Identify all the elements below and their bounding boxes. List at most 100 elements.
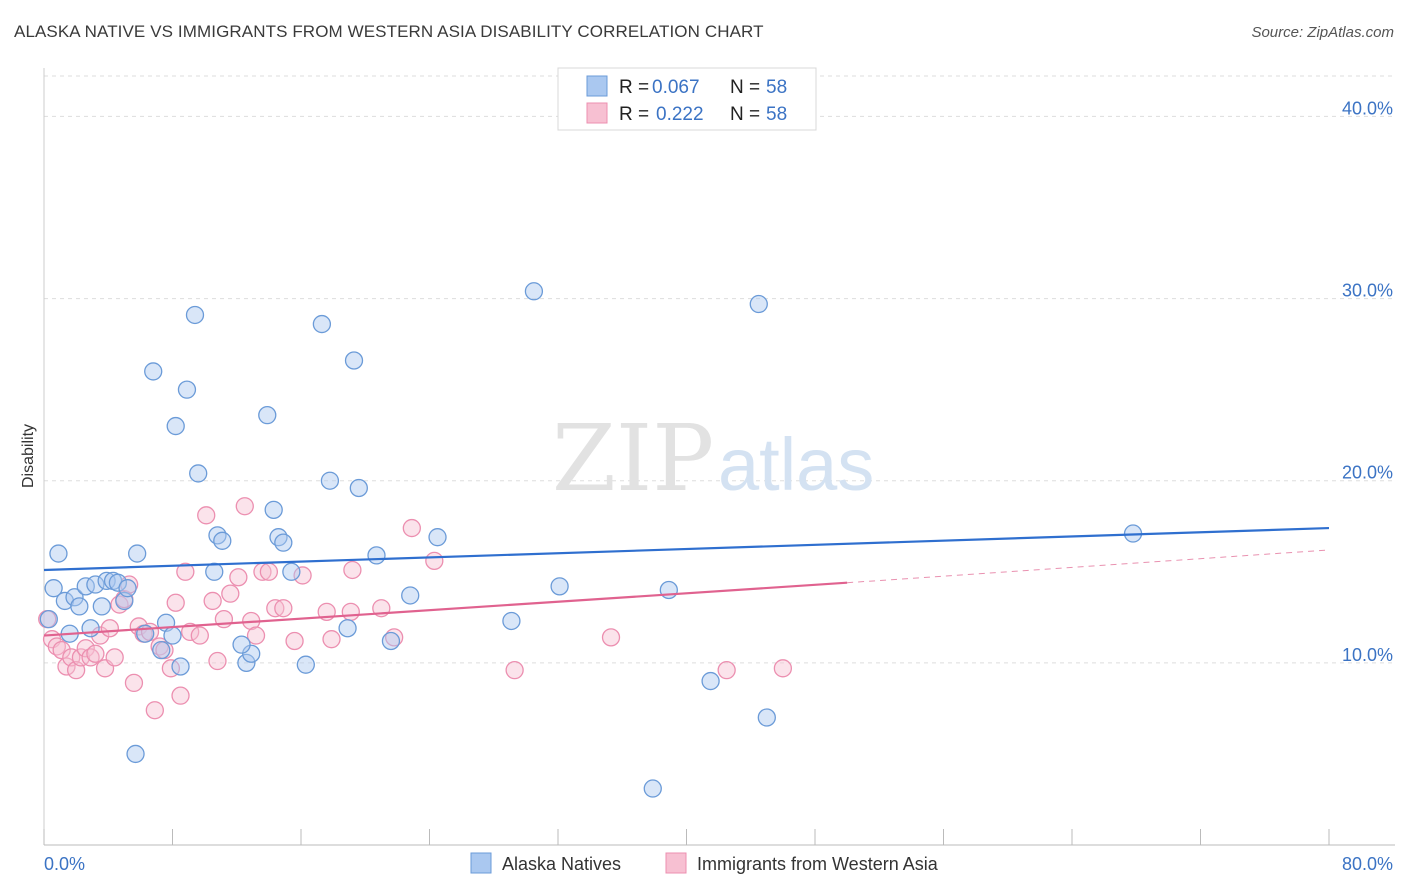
watermark-zip: ZIP: [552, 405, 714, 512]
trend-line-immigrants-extension: [847, 549, 1330, 584]
immigrants-point-56: [717, 660, 736, 680]
immigrants-point-52: [402, 518, 421, 538]
immigrants-point-29: [181, 622, 200, 642]
alaska-point-24: [166, 416, 185, 436]
alaska-point-47: [401, 586, 420, 605]
alaska-point-35: [264, 500, 283, 520]
alaska-point-26: [185, 305, 205, 325]
alaska-point-45: [367, 546, 386, 565]
alaska-point-55: [749, 294, 768, 314]
immigrants-point-39: [246, 626, 266, 645]
series-immigrants-western-asia-points: [38, 497, 793, 720]
immigrants-point-32: [203, 591, 222, 611]
immigrants-point-45: [293, 566, 312, 585]
immigrants-point-7: [71, 648, 91, 667]
immigrants-point-31: [197, 506, 216, 525]
bottom-legend-swatch-blue: [470, 852, 492, 874]
immigrants-point-48: [341, 602, 360, 622]
alaska-point-56: [757, 708, 776, 727]
immigrants-point-26: [166, 593, 185, 612]
immigrants-point-3: [52, 640, 71, 660]
y-tick-label-30: 30.0%: [1342, 281, 1393, 301]
alaska-point-44: [349, 478, 368, 498]
immigrants-point-8: [76, 639, 95, 658]
watermark: ZIP atlas: [552, 405, 874, 512]
immigrants-point-22: [145, 701, 164, 720]
immigrants-point-36: [229, 568, 248, 587]
legend-swatch-pink: [586, 102, 608, 124]
alaska-point-32: [242, 644, 261, 663]
immigrants-point-53: [425, 551, 444, 571]
alaska-point-30: [213, 531, 232, 550]
alaska-point-41: [320, 471, 340, 490]
immigrants-point-35: [221, 584, 240, 603]
alaska-point-16: [128, 544, 147, 563]
alaska-point-33: [232, 635, 251, 654]
series-alaska-natives-points: [39, 282, 1143, 798]
alaska-point-0: [39, 609, 58, 629]
alaska-point-38: [282, 562, 301, 581]
alaska-point-43: [344, 351, 364, 370]
alaska-point-27: [189, 464, 208, 483]
alaska-point-53: [659, 580, 678, 600]
trend-lines: [43, 526, 1330, 637]
immigrants-point-27: [171, 686, 190, 705]
immigrants-point-43: [274, 599, 293, 618]
alaska-point-11: [97, 571, 116, 591]
alaska-point-46: [381, 631, 401, 651]
alaska-point-19: [144, 362, 163, 381]
x-axis-ticks: [43, 829, 1330, 845]
y-axis-label: Disability: [20, 424, 37, 488]
alaska-point-40: [312, 314, 332, 334]
y-tick-label-40: 40.0%: [1342, 98, 1393, 118]
immigrants-point-28: [176, 562, 195, 581]
trend-line-immigrants: [43, 581, 848, 637]
alaska-point-42: [338, 619, 357, 638]
immigrants-point-14: [105, 648, 124, 667]
alaska-point-8: [81, 619, 100, 638]
legend-r-label-1: R =: [619, 77, 649, 98]
alaska-point-31: [237, 653, 256, 673]
y-tick-label-10: 10.0%: [1342, 645, 1393, 665]
immigrants-point-44: [285, 631, 304, 651]
bottom-legend: Alaska Natives Immigrants from Western A…: [470, 852, 939, 874]
alaska-point-34: [258, 405, 277, 425]
x-tick-label-max: 80.0%: [1342, 854, 1393, 874]
immigrants-point-13: [100, 619, 120, 638]
alaska-point-54: [701, 671, 720, 691]
source-credit: Source: ZipAtlas.com: [1251, 24, 1394, 41]
immigrants-point-57: [773, 659, 793, 678]
bottom-legend-swatch-pink: [665, 852, 687, 874]
alaska-point-10: [92, 597, 111, 616]
immigrants-point-18: [124, 673, 144, 693]
immigrants-point-49: [343, 560, 362, 580]
legend-swatch-blue: [586, 75, 608, 97]
alaska-point-48: [428, 528, 447, 547]
y-tick-label-20: 20.0%: [1342, 463, 1393, 483]
alaska-point-22: [163, 626, 182, 645]
top-legend: R = 0.067 N = 58 R = 0.222 N = 58: [557, 67, 817, 131]
legend-r-value-2: 0.222: [656, 104, 704, 125]
alaska-point-39: [296, 655, 315, 674]
legend-r-value-1: 0.067: [652, 77, 700, 98]
alaska-point-23: [171, 657, 190, 676]
alaska-point-52: [643, 779, 662, 798]
alaska-point-5: [65, 588, 84, 607]
alaska-point-28: [205, 562, 224, 581]
alaska-point-25: [177, 380, 197, 399]
alaska-point-2: [49, 544, 68, 563]
trend-line-alaska-natives: [43, 526, 1330, 572]
bottom-legend-label-immigrants: Immigrants from Western Asia: [697, 854, 939, 874]
bottom-legend-label-alaska-natives: Alaska Natives: [502, 854, 621, 874]
alaska-point-20: [152, 640, 171, 660]
immigrants-point-54: [505, 660, 524, 680]
immigrants-point-33: [208, 651, 227, 671]
immigrants-point-41: [259, 562, 279, 581]
alaska-point-1: [44, 579, 63, 598]
y-axis-tick-labels: 10.0% 20.0% 30.0% 40.0%: [1342, 98, 1393, 664]
alaska-point-37: [274, 533, 293, 552]
legend-n-label-2: N =: [730, 104, 760, 125]
immigrants-point-55: [601, 628, 621, 647]
immigrants-point-37: [235, 497, 254, 516]
